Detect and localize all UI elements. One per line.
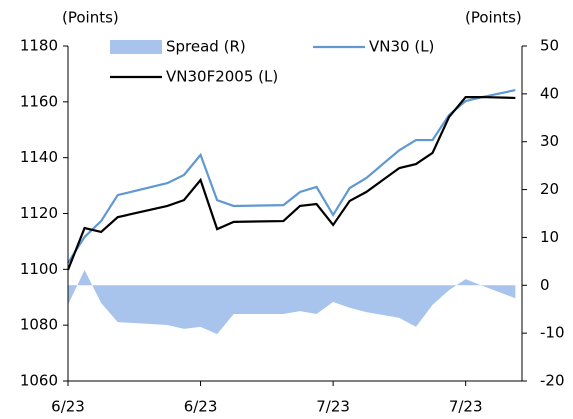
y-axis-label: (Points) bbox=[62, 9, 119, 27]
series-line bbox=[67, 89, 516, 264]
y2-tick-label: -20 bbox=[540, 372, 565, 390]
legend-label: Spread (R) bbox=[166, 38, 246, 56]
y-tick-label: 1180 bbox=[20, 37, 58, 55]
y2-tick-label: 20 bbox=[540, 180, 559, 198]
legend-label: VN30 (L) bbox=[369, 38, 434, 56]
x-tick-label: 7/23 bbox=[449, 398, 483, 416]
x-tick-label: 7/23 bbox=[316, 398, 350, 416]
x-tick-label: 6/23 bbox=[184, 398, 218, 416]
y-tick-label: 1140 bbox=[20, 148, 58, 166]
y2-tick-label: 40 bbox=[540, 84, 559, 102]
legend-label: VN30F2005 (L) bbox=[166, 68, 278, 86]
y-tick-label: 1160 bbox=[20, 92, 58, 110]
spread-area bbox=[68, 269, 516, 335]
y2-tick-label: 0 bbox=[540, 276, 550, 294]
y-tick-label: 1100 bbox=[20, 260, 58, 278]
y2-tick-label: 30 bbox=[540, 132, 559, 150]
y-tick-label: 1080 bbox=[20, 316, 58, 334]
y2-tick-label: 50 bbox=[540, 37, 559, 55]
y2-axis-label: (Points) bbox=[465, 9, 522, 27]
y-tick-label: 1120 bbox=[20, 204, 58, 222]
y-tick-label: 1060 bbox=[20, 372, 58, 390]
y2-tick-label: 10 bbox=[540, 228, 559, 246]
legend-swatch bbox=[110, 40, 162, 54]
y2-tick-label: -10 bbox=[540, 324, 565, 342]
x-tick-label: 6/23 bbox=[51, 398, 85, 416]
series-line bbox=[66, 95, 516, 271]
